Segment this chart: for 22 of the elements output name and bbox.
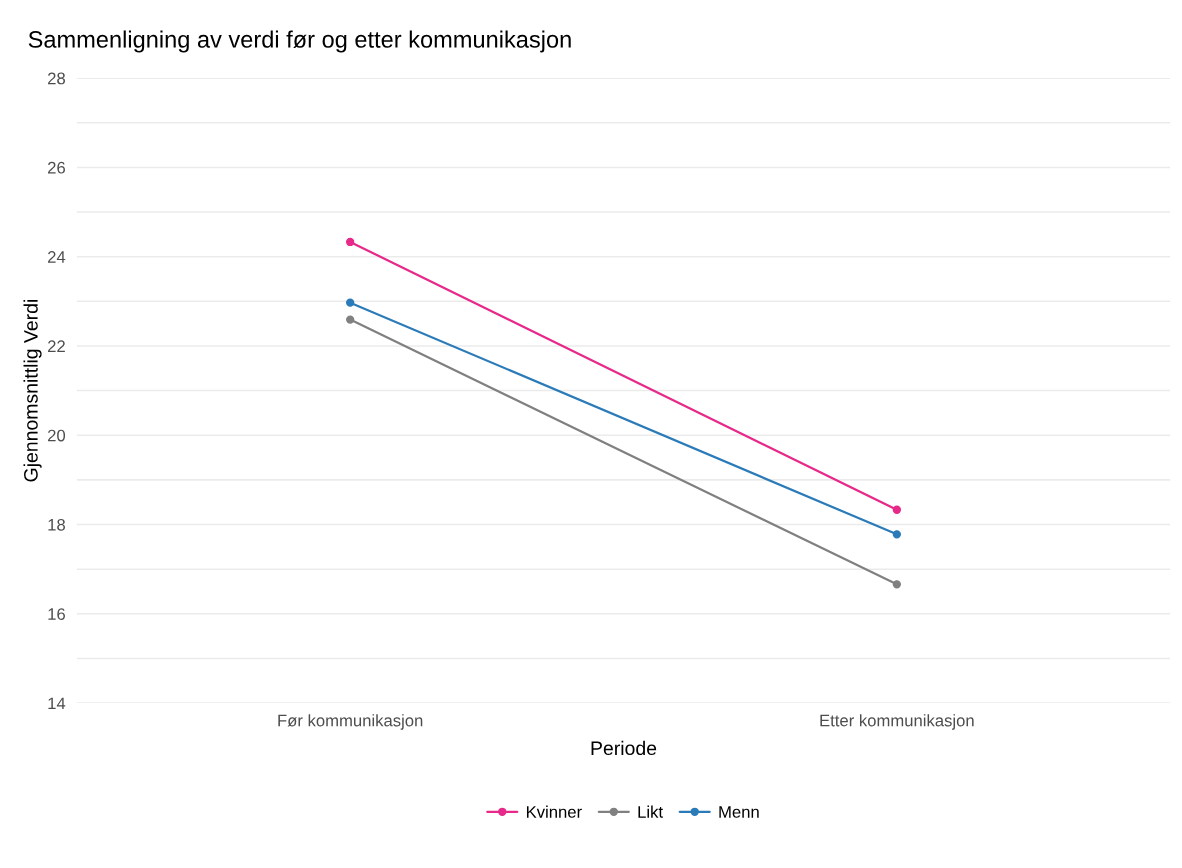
y-tick-label: 14	[48, 697, 66, 710]
y-axis-title: Gjennomsnittlig Verdi	[23, 300, 42, 482]
legend-label: Likt	[638, 805, 663, 818]
y-tick-label: 20	[48, 429, 66, 442]
point	[892, 505, 902, 514]
x-tick-label: Før kommunikasjon	[278, 714, 423, 730]
y-tick-label: 24	[48, 251, 66, 263]
x-axis-title: Periode	[591, 740, 657, 756]
point	[346, 237, 355, 247]
point	[892, 530, 902, 539]
chart-title: Sammenligning av verdi før og etter kommunikasjon	[28, 30, 571, 53]
y-tick-label: 22	[48, 340, 65, 352]
x-tick-label: Etter kommunikasjon	[820, 714, 974, 730]
y-tick-label: 28	[48, 72, 65, 85]
legend-label: Kvinner	[526, 805, 582, 818]
point	[346, 315, 355, 324]
y-tick-label: 16	[48, 608, 65, 620]
y-tick-label: 26	[48, 161, 65, 174]
point	[346, 298, 355, 307]
legend-label: Menn	[719, 806, 759, 818]
y-tick-label: 18	[48, 518, 65, 531]
point	[892, 580, 902, 589]
